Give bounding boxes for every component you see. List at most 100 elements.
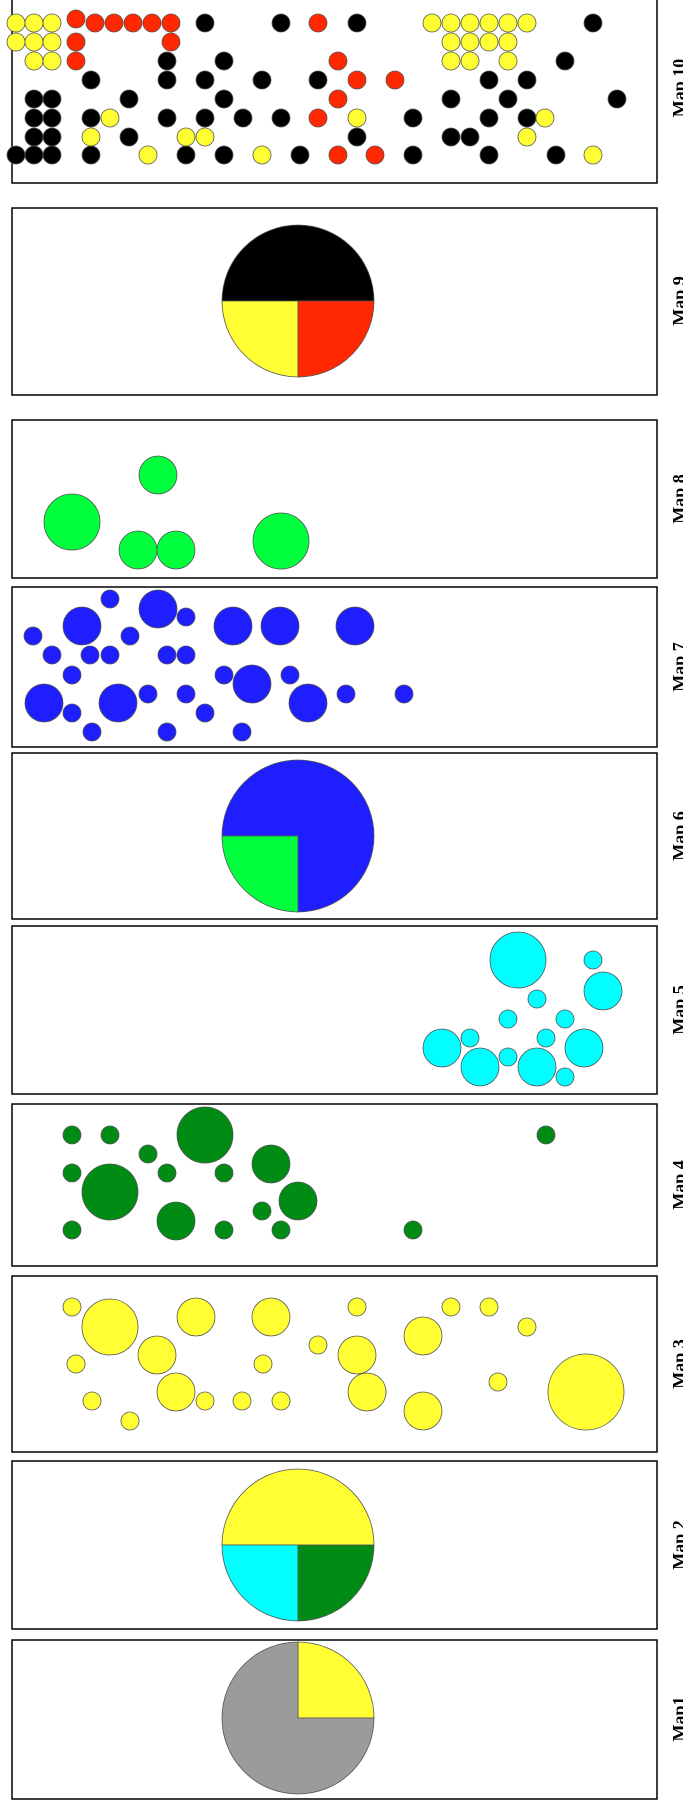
map5-point [583,950,603,970]
map10-point-black [42,127,62,147]
map10-point-red [328,145,348,165]
map10-point-red [385,70,405,90]
map10-point-black [252,70,272,90]
map5-point [422,1028,462,1068]
map10-point-red [66,51,86,71]
map8-frame [11,419,658,579]
map3-point [253,1354,273,1374]
map10-point-yellow [517,127,537,147]
map10-point-black [517,108,537,128]
map10-frame [11,0,658,184]
map9-slice-red [297,300,375,378]
map7-point [157,722,177,742]
map2-label: Map 2 [669,1520,683,1570]
map3-point [547,1353,625,1431]
map10-point-black [24,145,44,165]
map8-label: Map 8 [669,474,683,524]
map10-point-black [441,127,461,147]
map9-frame [11,207,658,396]
map10-point-black [271,108,291,128]
map7-point [280,665,300,685]
map10-point-yellow [479,32,499,52]
map10-point-red [142,13,162,33]
map10-point-black [290,145,310,165]
map1-slice-yellow [297,1641,375,1719]
map7-point [157,645,177,665]
map10-point-black [479,108,499,128]
map4-point [156,1201,196,1241]
map10-point-black [403,145,423,165]
map7-label: Map 7 [669,642,683,692]
map10-point-black [24,108,44,128]
map5-point [498,1009,518,1029]
map3-point [517,1317,537,1337]
map3-point [137,1335,177,1375]
map10-point-black [6,145,26,165]
map6-slice-blue [221,759,375,913]
map6-frame [11,752,658,920]
map6-label: Map 6 [669,811,683,861]
map4-point [536,1125,556,1145]
map10-point-black [81,145,101,165]
map2-slice-yellow [221,1468,375,1546]
map10-point-black [195,13,215,33]
map3-point [441,1297,461,1317]
map10-point-black [42,108,62,128]
map10-point-yellow [42,51,62,71]
map10-point-yellow [441,51,461,71]
map7-point [394,684,414,704]
map7-point [195,703,215,723]
map7-point [176,645,196,665]
map4-point [62,1220,82,1240]
map8-point [156,530,196,570]
map3-point [81,1298,139,1356]
map10-point-black [233,108,253,128]
map10-point-red [308,108,328,128]
map4-point [214,1163,234,1183]
map3-label: Map 3 [669,1339,683,1389]
map10-point-black [195,70,215,90]
map2-slice-green [297,1544,375,1622]
map10-point-black [81,70,101,90]
map10-point-yellow [6,32,26,52]
map5-point [527,989,547,1009]
map3-point [195,1391,215,1411]
map1-frame [11,1639,658,1800]
map7-point [232,722,252,742]
map10-point-yellow [498,32,518,52]
map10-point-black [42,89,62,109]
map10-point-yellow [24,51,44,71]
map10-point-yellow [6,13,26,33]
map10-point-black [583,13,603,33]
map3-point [82,1391,102,1411]
map2-slice-cyan [221,1544,299,1622]
map10-point-yellow [347,108,367,128]
map10-point-black [214,145,234,165]
map5-point [583,971,623,1011]
map2-frame [11,1460,658,1630]
map10-point-black [157,70,177,90]
map4-point [278,1181,318,1221]
map9-slice-yellow [221,300,299,378]
map4-point [62,1125,82,1145]
map6-slice-green [221,835,299,913]
map3-point [66,1354,86,1374]
map4-point [62,1163,82,1183]
map10-point-black [81,108,101,128]
map10-point-red [66,32,86,52]
map10-point-black [42,145,62,165]
map4-point [271,1220,291,1240]
map8-point [138,455,178,495]
map10-point-black [176,145,196,165]
map10-point-red [161,13,181,33]
map10-point-yellow [441,13,461,33]
map7-point [80,645,100,665]
map10-point-black [157,108,177,128]
map10-point-black [441,89,461,109]
maps-drawing [6,9,627,1795]
map4-point [214,1220,234,1240]
map10-point-yellow [498,51,518,71]
map10-point-black [308,70,328,90]
map10-point-black [214,51,234,71]
map10-point-black [119,127,139,147]
